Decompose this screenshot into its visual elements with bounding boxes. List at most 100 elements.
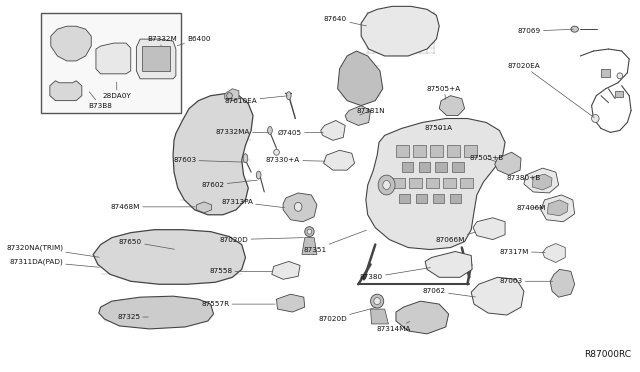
Text: Ø7405: Ø7405 [278, 129, 323, 135]
Polygon shape [196, 202, 212, 213]
Polygon shape [321, 121, 345, 140]
Bar [463, 145, 477, 157]
Polygon shape [96, 43, 131, 74]
Text: 87602: 87602 [201, 180, 257, 188]
Bar [396, 145, 409, 157]
Text: 87505+B: 87505+B [469, 155, 504, 162]
Polygon shape [361, 6, 439, 56]
Bar [399, 194, 410, 203]
Bar [42, 13, 180, 113]
Ellipse shape [294, 202, 302, 211]
Bar [409, 178, 422, 188]
Text: 87505+A: 87505+A [427, 86, 461, 99]
Text: 87640: 87640 [324, 16, 366, 26]
Text: B6400: B6400 [177, 36, 211, 46]
Text: 87381N: 87381N [356, 108, 385, 115]
Polygon shape [136, 39, 176, 79]
Polygon shape [547, 200, 568, 216]
Text: 87020EA: 87020EA [507, 63, 594, 118]
Ellipse shape [227, 93, 232, 99]
Text: 87468M: 87468M [111, 204, 195, 210]
Text: 87501A: 87501A [424, 125, 452, 131]
Text: B7332M: B7332M [148, 36, 177, 46]
Polygon shape [524, 168, 559, 193]
Polygon shape [272, 262, 300, 279]
Text: 87325: 87325 [117, 314, 148, 320]
Ellipse shape [274, 149, 279, 155]
Polygon shape [99, 296, 214, 329]
Text: B73B8: B73B8 [88, 92, 112, 109]
Text: 87020D: 87020D [220, 237, 303, 243]
Polygon shape [324, 150, 355, 170]
Bar [449, 194, 461, 203]
Ellipse shape [243, 154, 248, 163]
Bar [443, 178, 456, 188]
Ellipse shape [256, 171, 261, 179]
Text: 87380+B: 87380+B [507, 175, 541, 181]
Ellipse shape [591, 115, 599, 122]
Text: 87313PA: 87313PA [221, 199, 285, 208]
Polygon shape [50, 81, 82, 101]
Ellipse shape [617, 73, 623, 79]
Bar [447, 145, 460, 157]
Polygon shape [283, 193, 317, 222]
Text: 87351: 87351 [303, 230, 367, 253]
Ellipse shape [378, 175, 395, 195]
Text: 87558: 87558 [209, 268, 272, 275]
Text: 87650: 87650 [119, 238, 175, 249]
Polygon shape [425, 251, 472, 277]
Bar [430, 145, 443, 157]
Polygon shape [471, 277, 524, 315]
Text: 87062: 87062 [422, 288, 476, 297]
Text: 87330+A: 87330+A [266, 157, 325, 163]
Polygon shape [276, 294, 305, 312]
Bar [402, 162, 413, 172]
Bar [435, 162, 447, 172]
Ellipse shape [286, 92, 291, 100]
Ellipse shape [374, 298, 380, 305]
Polygon shape [225, 89, 239, 101]
Polygon shape [532, 174, 552, 190]
Text: 28DA0Y: 28DA0Y [102, 82, 131, 99]
Text: 87066M: 87066M [435, 232, 476, 243]
Bar [416, 194, 427, 203]
Ellipse shape [305, 227, 314, 237]
Text: 87063: 87063 [499, 278, 552, 284]
Bar [419, 162, 430, 172]
Polygon shape [338, 51, 383, 106]
Text: 87311DA(PAD): 87311DA(PAD) [9, 258, 99, 267]
Polygon shape [541, 195, 575, 222]
Bar [426, 178, 439, 188]
Polygon shape [366, 119, 505, 250]
Text: 87406M: 87406M [516, 205, 546, 211]
Text: 87020D: 87020D [318, 307, 376, 322]
Text: 87557R: 87557R [202, 301, 275, 307]
Polygon shape [302, 238, 317, 254]
Text: 87317M: 87317M [499, 248, 545, 254]
Polygon shape [495, 152, 521, 175]
Bar [460, 178, 473, 188]
Polygon shape [371, 309, 388, 324]
Polygon shape [550, 269, 575, 297]
Text: 87332MA: 87332MA [216, 129, 269, 135]
Polygon shape [439, 96, 465, 116]
Polygon shape [396, 301, 449, 334]
Text: 87320NA(TRIM): 87320NA(TRIM) [6, 244, 99, 257]
Polygon shape [543, 244, 565, 262]
Bar [392, 178, 405, 188]
Ellipse shape [307, 229, 312, 234]
Text: 87069: 87069 [518, 28, 573, 34]
Ellipse shape [571, 26, 579, 32]
Polygon shape [473, 218, 505, 240]
Text: 87380: 87380 [360, 267, 430, 280]
Text: 87610EA: 87610EA [225, 96, 287, 104]
Bar [142, 46, 170, 71]
Text: 87603: 87603 [173, 157, 244, 163]
Bar [452, 162, 463, 172]
Bar [615, 91, 623, 97]
Polygon shape [173, 94, 253, 215]
Ellipse shape [268, 126, 272, 134]
Ellipse shape [383, 180, 390, 189]
Polygon shape [51, 26, 92, 61]
Bar [413, 145, 426, 157]
